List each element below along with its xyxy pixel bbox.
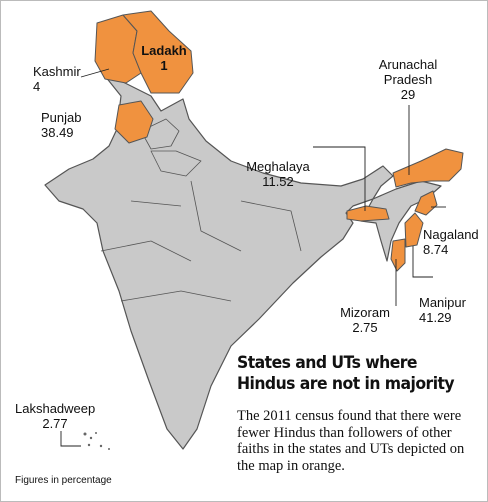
punjab — [114, 100, 154, 144]
region-label: Manipur 41.29 — [419, 295, 466, 325]
region-value: 4 — [33, 79, 41, 94]
region-label: Arunachal Pradesh 29 — [365, 57, 451, 102]
region-value: 2.75 — [352, 320, 378, 335]
manipur — [404, 212, 424, 248]
region-value: 1 — [160, 58, 168, 73]
region-value: 38.49 — [41, 125, 74, 140]
mizoram — [390, 238, 406, 272]
region-name: Arunachal Pradesh — [378, 57, 438, 87]
region-label: Punjab 38.49 — [41, 110, 81, 140]
note: Figures in percentage — [15, 475, 112, 486]
description: The 2011 census found that there were fe… — [237, 408, 465, 474]
ladakh — [122, 10, 194, 94]
state-borders — [100, 118, 302, 302]
region-value: 41.29 — [419, 310, 452, 325]
region-label: Ladakh 1 — [141, 43, 187, 73]
region-name: Kashmir — [33, 64, 81, 79]
meghalaya — [346, 205, 390, 222]
region-name: Nagaland — [423, 227, 479, 242]
leader-lines — [60, 68, 446, 447]
region-value: 8.74 — [423, 242, 449, 257]
region-label: Meghalaya 11.52 — [241, 159, 315, 189]
heading: States and UTs where Hindus are not in m… — [237, 353, 455, 394]
region-label: Lakshadweep 2.77 — [15, 401, 95, 431]
region-name: Lakshadweep — [15, 401, 96, 416]
region-name: Manipur — [419, 295, 466, 310]
nagaland — [414, 190, 438, 216]
region-label: Nagaland 8.74 — [423, 227, 479, 257]
region-value: 29 — [400, 87, 416, 102]
region-name: Meghalaya — [246, 159, 310, 174]
region-name: Mizoram — [340, 305, 390, 320]
lakshadweep-islands — [83, 432, 110, 450]
region-name: Punjab — [41, 110, 82, 125]
mainland — [44, 70, 394, 450]
region-value: 2.77 — [42, 416, 68, 431]
region-name: Ladakh — [141, 43, 187, 58]
region-value: 11.52 — [262, 174, 294, 189]
region-label: Mizoram 2.75 — [337, 305, 393, 335]
majority-regions — [94, 10, 464, 272]
arunachal-pradesh — [392, 148, 464, 188]
region-label: Kashmir 4 — [33, 64, 81, 94]
